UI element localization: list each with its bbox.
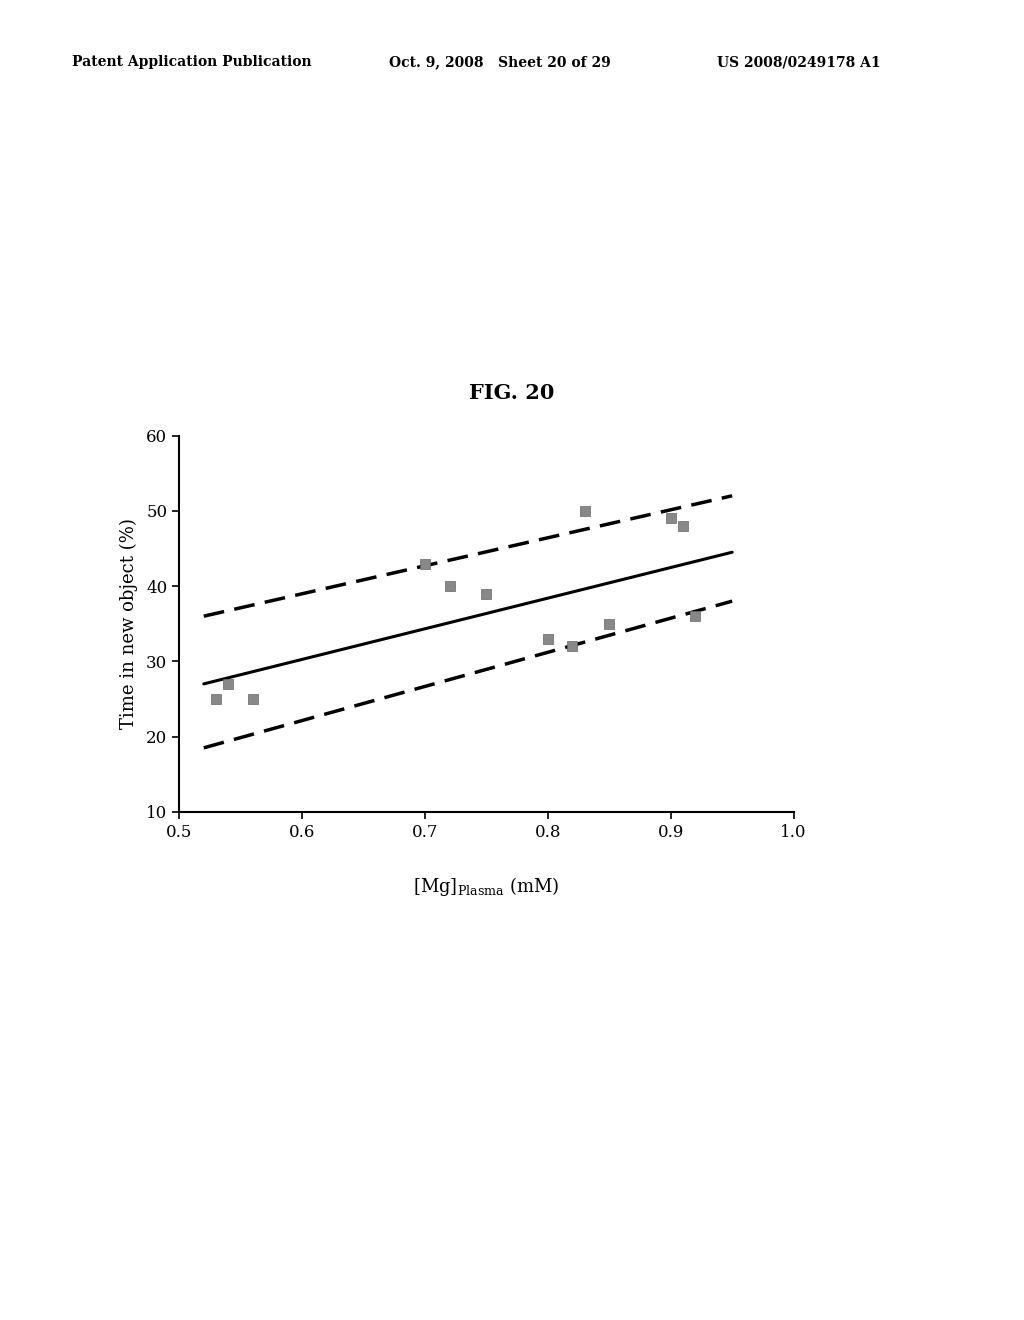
Point — [601, 612, 617, 635]
Point — [675, 515, 691, 536]
Point — [245, 689, 261, 710]
Point — [417, 553, 433, 574]
Text: [Mg]$_{\mathregular{Plasma}}$ (mM): [Mg]$_{\mathregular{Plasma}}$ (mM) — [413, 875, 560, 898]
Point — [663, 508, 679, 529]
Text: Patent Application Publication: Patent Application Publication — [72, 55, 311, 70]
Point — [208, 689, 224, 710]
Point — [441, 576, 458, 597]
Point — [478, 583, 495, 605]
Point — [577, 500, 593, 521]
Point — [220, 673, 237, 694]
Point — [564, 636, 581, 657]
Point — [540, 628, 556, 649]
Point — [687, 606, 703, 627]
Text: FIG. 20: FIG. 20 — [469, 383, 555, 403]
Y-axis label: Time in new object (%): Time in new object (%) — [120, 519, 138, 729]
Text: Oct. 9, 2008   Sheet 20 of 29: Oct. 9, 2008 Sheet 20 of 29 — [389, 55, 611, 70]
Text: US 2008/0249178 A1: US 2008/0249178 A1 — [717, 55, 881, 70]
